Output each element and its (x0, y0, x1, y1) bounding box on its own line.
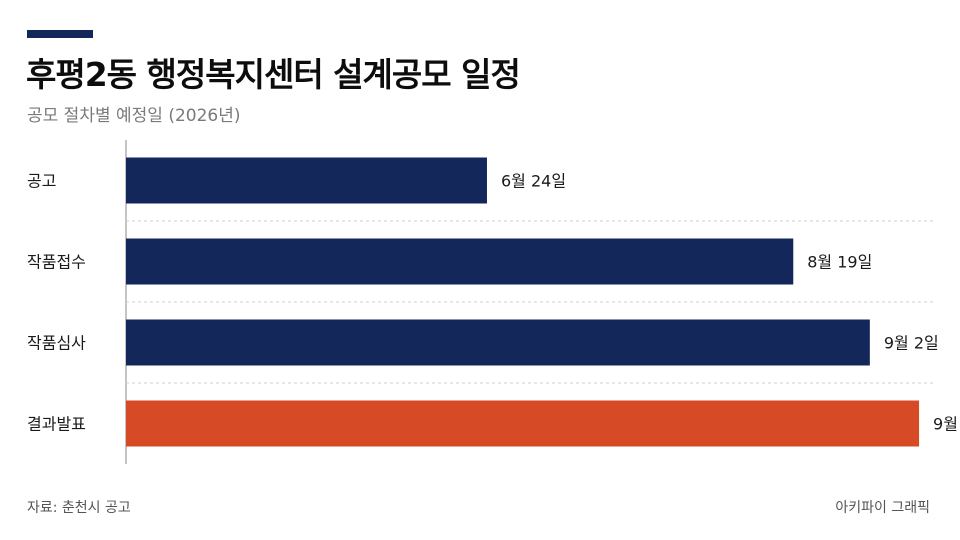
data-label: 9월 2일 (884, 334, 939, 353)
bar-3 (126, 319, 870, 366)
bar-2 (126, 238, 794, 285)
category-label: 작품심사 (27, 334, 86, 353)
graphic-credit: 아키파이 그래픽 (835, 500, 930, 516)
chart-title: 후평2동 행정복지센터 설계공모 일정 (26, 55, 521, 94)
data-label: 9월 11일 (933, 415, 960, 434)
category-label: 공고 (27, 172, 56, 191)
source-note: 자료: 춘천시 공고 (27, 500, 131, 516)
data-label: 8월 19일 (807, 253, 872, 272)
bar-1 (126, 157, 487, 204)
chart-subtitle: 공모 절차별 예정일 (2026년) (27, 106, 241, 126)
accent-bar (27, 30, 93, 38)
category-label: 결과발표 (27, 415, 86, 434)
category-label: 작품접수 (27, 253, 86, 272)
data-label: 6월 24일 (501, 172, 566, 191)
bar-4 (126, 400, 920, 447)
